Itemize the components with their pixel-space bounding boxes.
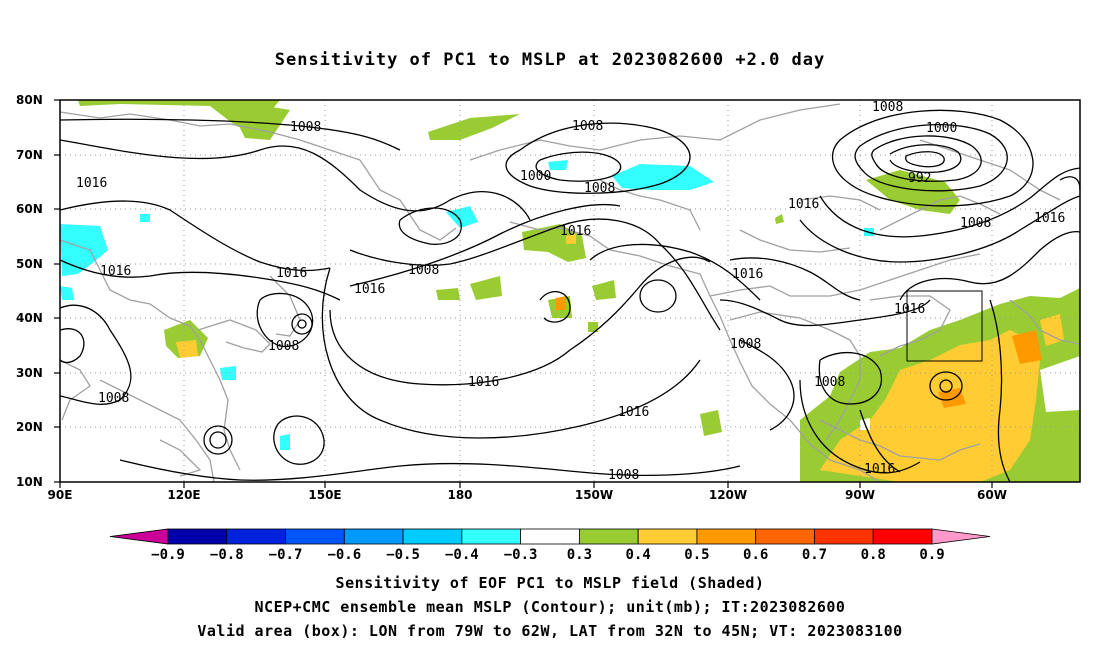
colorbar-label: −0.5: [386, 547, 420, 563]
colorbar-label: 0.3: [567, 547, 592, 563]
colorbar-label: −0.4: [445, 547, 479, 563]
contour-label: 1016: [788, 197, 819, 212]
colorbar-segment: [637, 528, 698, 545]
lat-tick-label: 70N: [16, 148, 43, 162]
colorbar-segment: [814, 528, 874, 545]
contour-label: 1008: [608, 468, 639, 483]
contour-label: 1016: [76, 176, 107, 191]
longitude-axis: 90E 120E 150E 180 150W 120W 90W 60W: [48, 488, 1007, 502]
colorbar-min-arrow: [109, 528, 169, 545]
contour-label: 1008: [408, 263, 439, 278]
colorbar-label: −0.7: [269, 547, 303, 563]
lon-tick-label: 150W: [575, 488, 613, 502]
latitude-axis: 80N 70N 60N 50N 40N 30N 20N 10N: [16, 93, 43, 489]
lon-tick-label: 150E: [308, 488, 341, 502]
lon-tick-label: 90W: [845, 488, 875, 502]
contour-label: 1016: [276, 266, 307, 281]
lon-tick-label: 120E: [167, 488, 200, 502]
colorbar-label: 0.8: [861, 547, 886, 563]
lat-tick-label: 80N: [16, 93, 43, 107]
colorbar-label: 0.6: [743, 547, 768, 563]
contour-label: 1016: [100, 264, 131, 279]
contour-label: 1008: [960, 216, 991, 231]
lat-tick-label: 60N: [16, 202, 43, 216]
colorbar-segment: [167, 528, 228, 545]
contour-label: 1016: [354, 282, 385, 297]
lon-tick-label: 120W: [709, 488, 747, 502]
lat-tick-label: 10N: [16, 475, 43, 489]
contour-label: 1008: [290, 120, 321, 135]
colorbar-label: −0.6: [327, 547, 361, 563]
colorbar-label: 0.4: [626, 547, 651, 563]
colorbar-label: −0.9: [151, 547, 185, 563]
lat-tick-label: 50N: [16, 257, 43, 271]
contour-label: 1016: [894, 302, 925, 317]
caption-line-2: NCEP+CMC ensemble mean MSLP (Contour); u…: [254, 598, 846, 616]
negative-sensitivity-shading: [60, 160, 874, 450]
map-frame: [59, 99, 1081, 483]
caption-line-3: Valid area (box): LON from 79W to 62W, L…: [197, 622, 903, 640]
colorbar: −0.9 −0.8 −0.7 −0.6 −0.5 −0.4 −0.3 0.3 0.4 0.5 0.6…: [109, 528, 991, 563]
contour-label: 1008: [98, 391, 129, 406]
contour-label: 1016: [468, 375, 499, 390]
colorbar-label: −0.3: [504, 547, 538, 563]
contour-label: 1000: [926, 121, 957, 136]
colorbar-label: 0.7: [802, 547, 827, 563]
coastlines: [59, 103, 1081, 483]
colorbar-segment: [402, 528, 463, 545]
contour-label: 1016: [732, 267, 763, 282]
colorbar-segment: [578, 528, 639, 545]
colorbar-label: 0.5: [684, 547, 709, 563]
colorbar-segment: [872, 528, 933, 545]
colorbar-label: 0.9: [919, 547, 944, 563]
contour-label: 1008: [584, 181, 615, 196]
valid-area-box: [906, 290, 983, 362]
colorbar-segment: [520, 528, 580, 545]
contour-label: 1016: [864, 462, 895, 477]
colorbar-segment: [696, 528, 757, 545]
colorbar-segment: [343, 528, 404, 545]
contour-label: 1016: [560, 224, 591, 239]
lat-tick-label: 30N: [16, 366, 43, 380]
colorbar-label: −0.8: [210, 547, 244, 563]
contour-label: 1008: [730, 337, 761, 352]
colorbar-segment: [755, 528, 815, 545]
map-title: Sensitivity of PC1 to MSLP at 2023082600…: [274, 50, 826, 70]
contour-label: 1016: [1034, 211, 1065, 226]
lon-tick-label: 90E: [48, 488, 73, 502]
contour-label: 1016: [618, 405, 649, 420]
lat-tick-label: 20N: [16, 420, 43, 434]
colorbar-segment: [285, 528, 345, 545]
contour-labels: 1008 1008 1000 1008 1016 1016 1016 1008 …: [76, 100, 1065, 483]
lon-tick-label: 60W: [977, 488, 1007, 502]
contour-label: 992: [908, 171, 931, 186]
contour-label: 1008: [872, 100, 903, 115]
caption-line-1: Sensitivity of EOF PC1 to MSLP field (Sh…: [335, 574, 765, 592]
colorbar-max-arrow: [931, 528, 991, 545]
contour-label: 1008: [572, 119, 603, 134]
contour-label: 1000: [520, 169, 551, 184]
contour-label: 1008: [268, 339, 299, 354]
colorbar-segment: [226, 528, 286, 545]
lon-tick-label: 180: [447, 488, 472, 502]
mslp-contours: [59, 109, 1081, 483]
colorbar-segment: [461, 528, 522, 545]
lat-tick-label: 40N: [16, 311, 43, 325]
contour-label: 1008: [814, 375, 845, 390]
